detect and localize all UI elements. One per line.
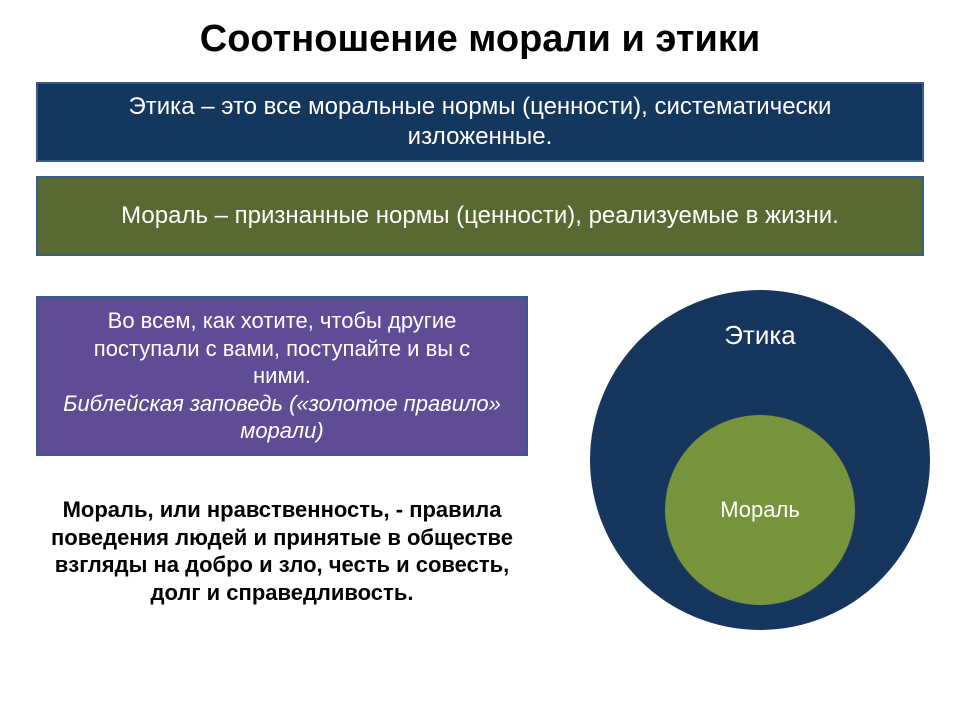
morals-circle-label: Мораль — [720, 497, 800, 523]
golden-rule-quote-regular: Во всем, как хотите, чтобы другие поступ… — [94, 308, 470, 388]
ethics-definition-text: Этика – это все моральные нормы (ценност… — [62, 92, 898, 152]
slide-title: Соотношение морали и этики — [0, 0, 960, 71]
golden-rule-quote-box: Во всем, как хотите, чтобы другие поступ… — [36, 296, 528, 456]
slide-title-text: Соотношение морали и этики — [200, 18, 760, 60]
morals-definition-text: Мораль – признанные нормы (ценности), ре… — [121, 201, 839, 231]
golden-rule-quote-content: Во всем, как хотите, чтобы другие поступ… — [62, 307, 502, 445]
morals-inner-circle: Мораль — [665, 415, 855, 605]
morality-definition-text-block: Мораль, или нравственность, - правила по… — [36, 496, 528, 656]
morality-definition-text: Мораль, или нравственность, - правила по… — [51, 497, 513, 605]
ethics-definition-box: Этика – это все моральные нормы (ценност… — [36, 82, 924, 162]
morals-definition-box: Мораль – признанные нормы (ценности), ре… — [36, 176, 924, 256]
golden-rule-quote-italic: Библейская заповедь («золотое правило» м… — [63, 391, 501, 444]
ethics-circle-label: Этика — [724, 320, 796, 351]
